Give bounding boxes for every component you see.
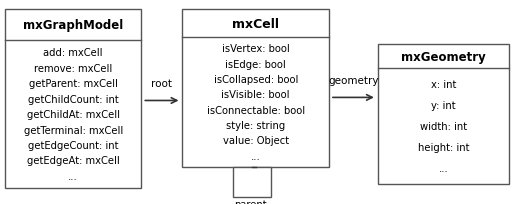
Text: mxCell: mxCell xyxy=(232,18,279,30)
Bar xyxy=(182,10,329,167)
Text: mxGeometry: mxGeometry xyxy=(401,51,486,63)
Text: getEdgeAt: mxCell: getEdgeAt: mxCell xyxy=(27,156,120,166)
Text: y: int: y: int xyxy=(431,101,455,111)
Text: getChildCount: int: getChildCount: int xyxy=(28,94,119,104)
Bar xyxy=(233,167,271,197)
Bar xyxy=(378,45,509,184)
Text: getParent: mxCell: getParent: mxCell xyxy=(29,79,118,89)
Text: root: root xyxy=(152,79,172,89)
Text: isConnectable: bool: isConnectable: bool xyxy=(207,105,305,115)
Text: isVertex: bool: isVertex: bool xyxy=(222,44,289,54)
Text: mxGraphModel: mxGraphModel xyxy=(23,19,123,32)
Text: x: int: x: int xyxy=(431,80,456,90)
Text: value: Object: value: Object xyxy=(223,136,289,146)
Text: add: mxCell: add: mxCell xyxy=(44,48,103,58)
Text: ...: ... xyxy=(438,163,448,173)
Bar xyxy=(5,10,141,188)
Text: getTerminal: mxCell: getTerminal: mxCell xyxy=(24,125,123,135)
Text: isEdge: bool: isEdge: bool xyxy=(225,59,286,69)
Text: style: string: style: string xyxy=(226,120,285,130)
Text: height: int: height: int xyxy=(417,142,469,152)
Text: getEdgeCount: int: getEdgeCount: int xyxy=(28,140,119,150)
Text: parent,
source,
target: parent, source, target xyxy=(234,199,270,204)
Text: width: int: width: int xyxy=(420,121,467,131)
Text: geometry: geometry xyxy=(328,76,379,86)
Text: ...: ... xyxy=(251,151,261,161)
Text: ...: ... xyxy=(68,171,78,181)
Text: isCollapsed: bool: isCollapsed: bool xyxy=(213,75,298,85)
Text: isVisible: bool: isVisible: bool xyxy=(222,90,290,100)
Text: getChildAt: mxCell: getChildAt: mxCell xyxy=(27,110,120,120)
Text: remove: mxCell: remove: mxCell xyxy=(34,63,113,73)
